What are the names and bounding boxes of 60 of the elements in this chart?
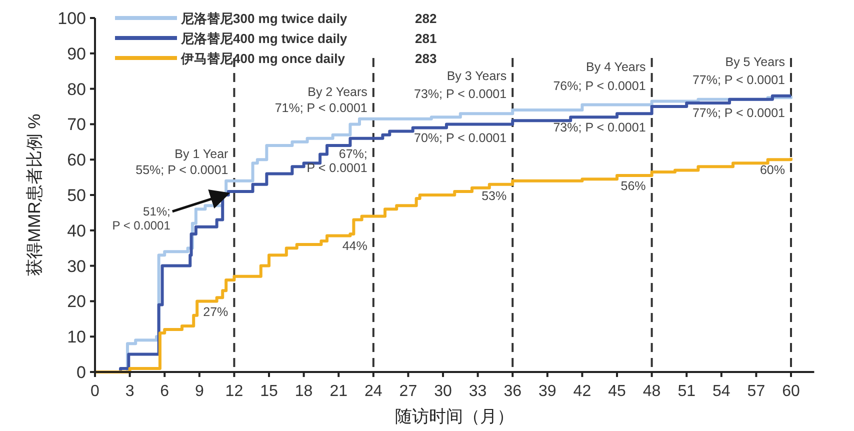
annotation: 71%; P < 0.0001 bbox=[274, 100, 368, 115]
y-axis-title: 获得MMR患者比例 % bbox=[25, 114, 44, 276]
y-tick-label: 70 bbox=[67, 115, 86, 134]
y-tick-label: 90 bbox=[67, 44, 86, 64]
annotation: By 4 Years bbox=[586, 60, 646, 74]
annotation: By 3 Years bbox=[446, 68, 507, 83]
annotation: By 1 Year bbox=[174, 146, 228, 161]
annotation: 67%; P < 0.0001 bbox=[306, 146, 368, 176]
legend-label: 尼洛替尼300 mg twice daily bbox=[180, 11, 348, 26]
x-tick-label: 60 bbox=[782, 383, 800, 400]
y-tick-label: 40 bbox=[67, 221, 86, 240]
x-tick-label: 24 bbox=[364, 383, 382, 400]
y-tick-label: 10 bbox=[67, 328, 86, 347]
x-tick-label: 39 bbox=[538, 383, 556, 400]
x-tick-label: 3 bbox=[125, 383, 134, 400]
x-tick-label: 51 bbox=[678, 383, 696, 400]
x-tick-label: 9 bbox=[194, 383, 204, 400]
x-tick-label: 12 bbox=[225, 383, 244, 400]
annotation: 282 bbox=[415, 11, 437, 26]
y-tick-label: 60 bbox=[67, 150, 86, 170]
y-tick-label: 80 bbox=[67, 80, 86, 99]
annotation: 44% bbox=[342, 238, 368, 253]
x-tick-label: 45 bbox=[608, 383, 626, 400]
annotation: 283 bbox=[415, 51, 437, 66]
annotation: 53% bbox=[482, 188, 507, 203]
annotation: 60% bbox=[760, 162, 785, 177]
x-axis-title: 随访时间（月） bbox=[395, 407, 514, 426]
annotation: 51%; P < 0.0001 bbox=[112, 204, 171, 232]
y-tick-label: 0 bbox=[76, 363, 86, 382]
x-tick-label: 42 bbox=[573, 383, 592, 400]
x-tick-label: 21 bbox=[330, 383, 348, 400]
x-tick-label: 36 bbox=[504, 383, 522, 400]
legend-label: 尼洛替尼400 mg twice daily bbox=[180, 31, 348, 46]
x-tick-label: 0 bbox=[90, 383, 100, 400]
annotation: 76%; P < 0.0001 bbox=[553, 78, 646, 93]
annotation: 77%; P < 0.0001 bbox=[692, 72, 786, 87]
legend-label: 伊马替尼400 mg once daily bbox=[180, 51, 346, 66]
annotation: 73%; P < 0.0001 bbox=[553, 120, 646, 134]
x-tick-label: 18 bbox=[294, 383, 313, 400]
annotation: By 2 Years bbox=[308, 84, 368, 99]
y-tick-label: 50 bbox=[67, 186, 86, 205]
x-tick-label: 57 bbox=[747, 383, 766, 400]
annotation: 73%; P < 0.0001 bbox=[414, 87, 507, 102]
annotation: 56% bbox=[620, 179, 646, 194]
x-tick-label: 30 bbox=[434, 383, 452, 400]
x-tick-label: 33 bbox=[468, 383, 487, 400]
y-tick-label: 30 bbox=[67, 256, 86, 276]
x-tick-label: 48 bbox=[642, 383, 661, 400]
x-tick-label: 27 bbox=[399, 383, 418, 400]
x-tick-label: 54 bbox=[712, 383, 730, 400]
annotation: 77%; P < 0.0001 bbox=[692, 106, 786, 120]
y-tick-label: 100 bbox=[58, 9, 86, 28]
annotation: 281 bbox=[415, 31, 437, 46]
annotation: 55%; P < 0.0001 bbox=[136, 162, 228, 177]
annotation: 70%; P < 0.0001 bbox=[414, 130, 507, 145]
x-tick-label: 6 bbox=[160, 383, 170, 400]
y-tick-label: 20 bbox=[67, 292, 86, 312]
annotation: 27% bbox=[203, 305, 228, 320]
annotation: By 5 Years bbox=[725, 55, 785, 70]
x-tick-label: 15 bbox=[260, 383, 278, 400]
